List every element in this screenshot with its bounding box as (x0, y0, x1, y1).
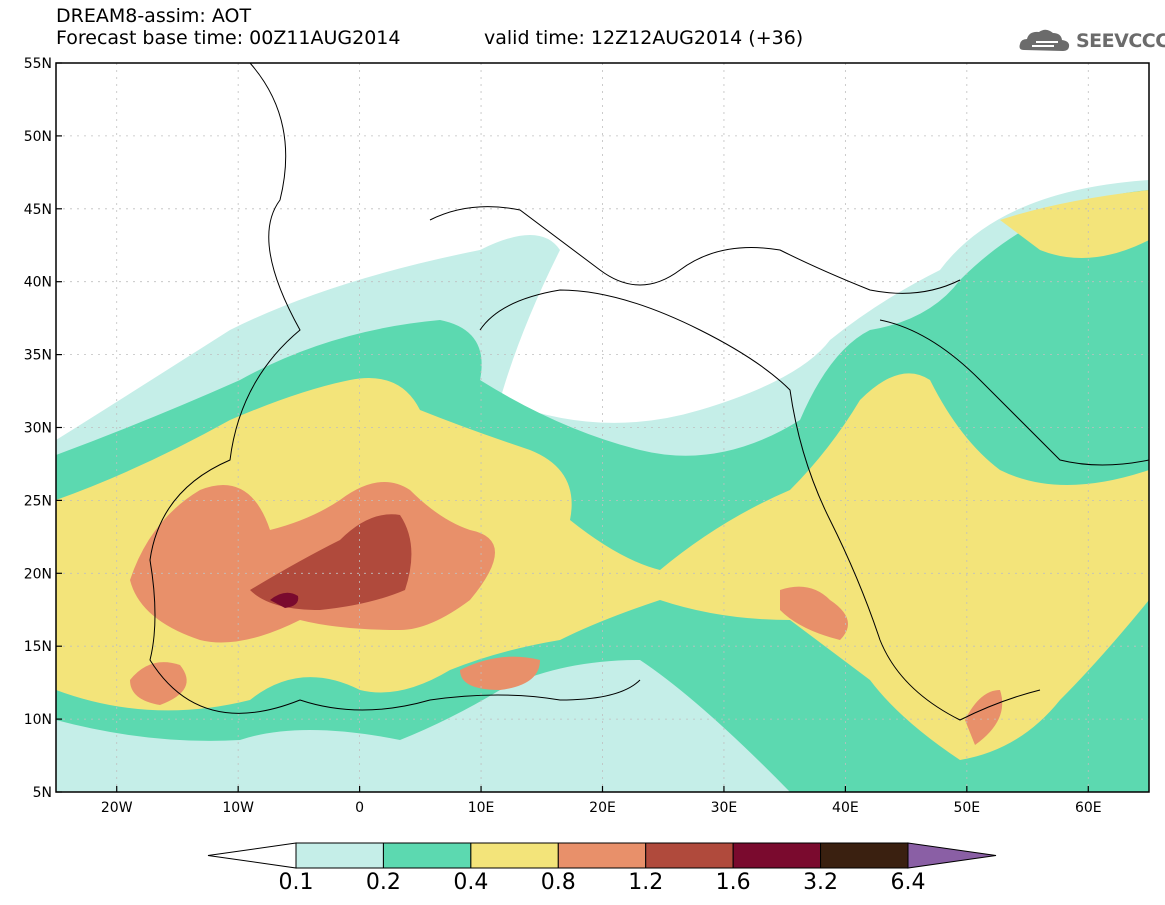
aot-band-1.2 (250, 514, 412, 610)
colorbar-level-label: 0.4 (453, 870, 489, 895)
lat-ticks: 55N 50N 45N 40N 35N 30N 25N 20N 15N 10N 5N (24, 56, 62, 801)
colorbar-segment (732, 842, 822, 869)
colorbar-level-label: 0.1 (278, 870, 314, 895)
colorbar-level-label: 1.2 (628, 870, 664, 895)
lat-tick-label: 10N (24, 712, 52, 728)
lat-tick-label: 20N (24, 566, 52, 582)
coastlines (149, 62, 1150, 721)
lon-tick-label: 10E (468, 800, 495, 816)
aot-band-0.8-b (130, 662, 187, 705)
lon-ticks: 20W 10W 0 10E 20E 30E 40E 50E 60E (101, 786, 1102, 816)
base-time: Forecast base time: 00Z11AUG2014 (56, 27, 401, 49)
colorbar-level-label: 3.2 (803, 870, 839, 895)
lon-tick-label: 0 (355, 800, 364, 816)
aot-band-0.4 (56, 373, 1149, 760)
colorbar (207, 842, 997, 869)
lat-tick-label: 45N (24, 202, 52, 218)
lon-tick-label: 50E (953, 800, 980, 816)
lon-tick-label: 60E (1075, 800, 1102, 816)
map-grid (56, 63, 1149, 792)
lon-tick-label: 40E (832, 800, 859, 816)
lat-tick-label: 30N (24, 421, 52, 437)
aot-band-1.6 (270, 592, 299, 608)
lat-tick-label: 25N (24, 493, 52, 509)
colorbar-segment (820, 842, 909, 869)
product-title: DREAM8-assim: AOT (56, 5, 252, 27)
lon-tick-label: 20W (101, 800, 133, 816)
colorbar-segment (470, 842, 559, 869)
lat-tick-label: 55N (24, 56, 52, 72)
valid-time: valid time: 12Z12AUG2014 (+36) (484, 27, 804, 49)
colorbar-over-arrow (907, 842, 997, 869)
colorbar-level-label: 6.4 (890, 870, 926, 895)
colorbar-level-label: 0.2 (365, 870, 401, 895)
colorbar-segment (295, 842, 384, 869)
aot-band-0.8-c (460, 656, 540, 690)
aot-band-0.4-east (1000, 190, 1149, 258)
logo-text: SEEVCCC (1076, 30, 1165, 52)
aot-band-0.8-d (780, 586, 848, 640)
lat-tick-label: 35N (24, 348, 52, 364)
lon-tick-label: 30E (711, 800, 738, 816)
colorbar-under-arrow (207, 842, 297, 869)
lat-tick-label: 40N (24, 275, 52, 291)
lat-tick-label: 15N (24, 639, 52, 655)
colorbar-level-label: 1.6 (715, 870, 751, 895)
colorbar-segment (382, 842, 472, 869)
lon-tick-label: 20E (589, 800, 616, 816)
lat-tick-label: 5N (33, 785, 52, 801)
colorbar-segment (557, 842, 647, 869)
lon-tick-label: 10W (222, 800, 254, 816)
colorbar-level-label: 0.8 (540, 870, 576, 895)
lat-tick-label: 50N (24, 129, 52, 145)
aot-band-0.8-e (965, 690, 1003, 745)
cloud-logo-icon (1019, 29, 1070, 51)
colorbar-segment (645, 842, 734, 869)
